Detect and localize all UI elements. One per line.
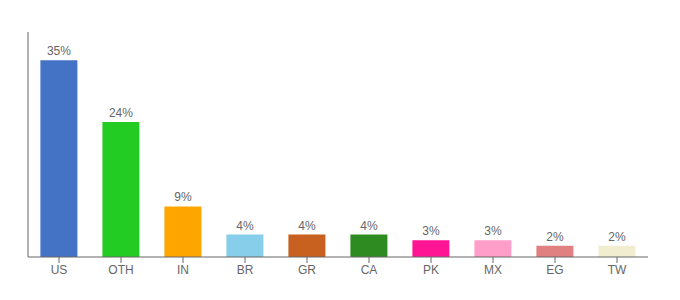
svg-text:3%: 3% — [484, 224, 502, 238]
svg-text:BR: BR — [237, 263, 254, 277]
svg-text:EG: EG — [546, 263, 563, 277]
svg-text:9%: 9% — [174, 190, 192, 204]
svg-text:2%: 2% — [546, 230, 564, 244]
svg-text:4%: 4% — [236, 219, 254, 233]
svg-text:4%: 4% — [298, 219, 316, 233]
svg-text:PK: PK — [423, 263, 439, 277]
svg-text:CA: CA — [361, 263, 378, 277]
svg-text:MX: MX — [484, 263, 502, 277]
svg-text:35%: 35% — [47, 44, 71, 58]
svg-text:GR: GR — [298, 263, 316, 277]
svg-text:24%: 24% — [109, 106, 133, 120]
svg-text:4%: 4% — [360, 219, 378, 233]
svg-text:3%: 3% — [422, 224, 440, 238]
svg-text:TW: TW — [608, 263, 627, 277]
svg-text:OTH: OTH — [108, 263, 133, 277]
svg-text:US: US — [51, 263, 68, 277]
svg-text:2%: 2% — [608, 230, 626, 244]
svg-text:IN: IN — [177, 263, 189, 277]
